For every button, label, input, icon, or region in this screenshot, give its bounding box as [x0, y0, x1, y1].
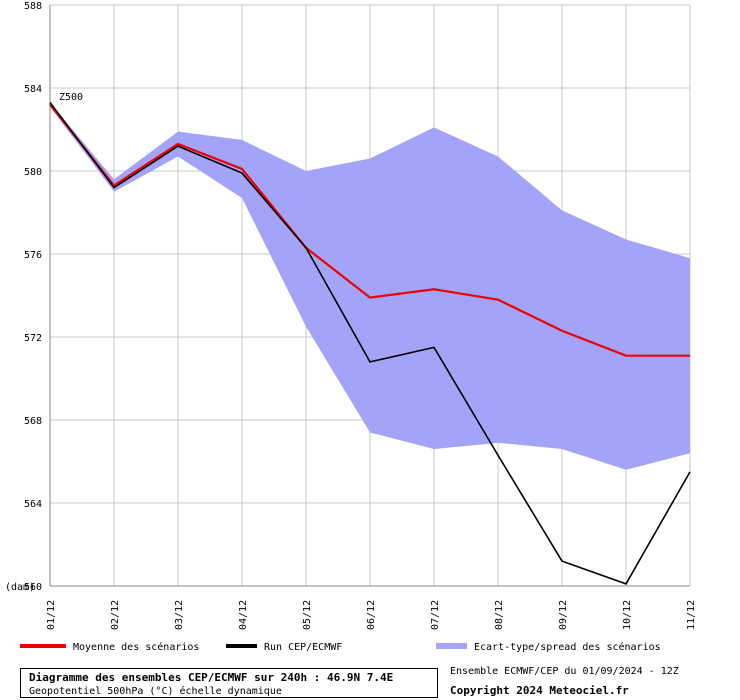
x-tick-label: 10/12 — [622, 600, 633, 630]
legend-label: Moyenne des scénarios — [73, 641, 199, 653]
ensemble-chart: 560 564 568 572 576 580 584 588 01/12 02/12 03/12… — [5, 1, 697, 653]
y-tick-label: 564 — [24, 499, 42, 510]
y-axis-ticks: 560 564 568 572 576 580 584 588 — [24, 1, 42, 593]
legend-swatch-spread — [436, 643, 467, 649]
spread-band-area — [50, 102, 690, 470]
x-tick-label: 03/12 — [174, 600, 185, 630]
x-axis-ticks: 01/12 02/12 03/12 04/12 05/12 06/12 07/12 08/12… — [46, 600, 697, 630]
footer-subtitle: Geopotentiel 500hPa (°C) échelle dynamiq… — [29, 686, 282, 697]
y-tick-label: 572 — [24, 333, 42, 344]
legend-swatch-run — [226, 644, 257, 648]
legend-label: Run CEP/ECMWF — [264, 642, 342, 653]
x-tick-label: 08/12 — [494, 600, 505, 630]
variable-label: Z500 — [59, 92, 83, 103]
x-tick-label: 04/12 — [238, 600, 249, 630]
legend-swatch-mean — [20, 644, 66, 648]
run-info: Ensemble ECMWF/CEP du 01/09/2024 - 12Z — [450, 666, 679, 677]
x-tick-label: 07/12 — [430, 600, 441, 630]
y-tick-label: 580 — [24, 167, 42, 178]
y-tick-label: 560 — [24, 582, 42, 593]
y-tick-label: 584 — [24, 84, 42, 95]
x-tick-label: 09/12 — [558, 600, 569, 630]
mean-line — [49, 103, 690, 357]
footer-title: Diagramme des ensembles CEP/ECMWF sur 24… — [29, 671, 394, 684]
x-tick-label: 11/12 — [686, 600, 697, 630]
x-tick-label: 01/12 — [46, 600, 57, 630]
y-tick-label: 568 — [24, 416, 42, 427]
copyright: Copyright 2024 Meteociel.fr — [450, 684, 629, 697]
legend: Moyenne des scénarios Run CEP/ECMWF Ecart-… — [20, 641, 661, 653]
y-tick-label: 588 — [24, 1, 42, 12]
x-tick-label: 05/12 — [302, 600, 313, 630]
x-tick-label: 02/12 — [110, 600, 121, 630]
legend-label: Ecart-type/spread des scénarios — [474, 641, 661, 653]
footer-title-box: Diagramme des ensembles CEP/ECMWF sur 24… — [20, 668, 438, 698]
unit-label: (dam) — [5, 582, 35, 593]
y-tick-label: 576 — [24, 250, 42, 261]
x-tick-label: 06/12 — [366, 600, 377, 630]
series-lines — [49, 102, 691, 585]
spread-band — [50, 102, 690, 470]
run-line — [49, 102, 691, 585]
